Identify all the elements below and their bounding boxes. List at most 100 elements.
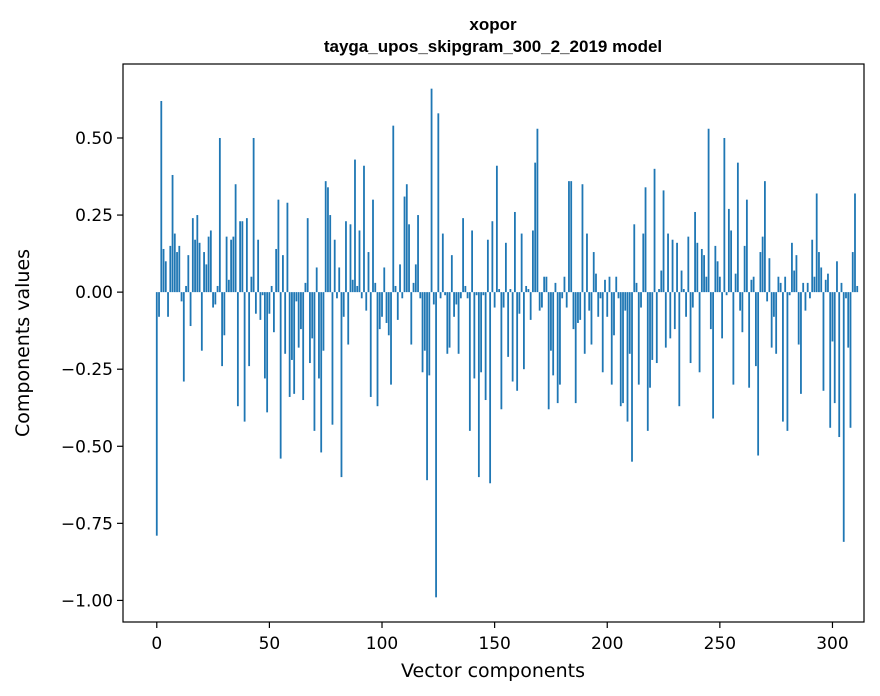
bar	[338, 267, 341, 293]
bar	[383, 267, 386, 293]
y-tick-label: 0.25	[75, 206, 113, 226]
bar	[676, 242, 678, 293]
bar	[293, 292, 296, 394]
bar	[574, 292, 577, 404]
bar	[261, 292, 264, 296]
bar	[178, 245, 181, 293]
bar	[766, 292, 769, 302]
bar	[525, 285, 528, 293]
bar	[802, 282, 805, 293]
bar	[631, 292, 633, 462]
bar	[333, 239, 336, 293]
bar	[297, 292, 300, 348]
bar	[187, 255, 190, 293]
bar	[745, 199, 748, 293]
bar	[498, 289, 501, 293]
bar	[315, 267, 318, 293]
bar	[475, 292, 478, 296]
bar	[599, 292, 602, 299]
bar	[426, 292, 428, 481]
bar	[354, 159, 356, 293]
bar	[601, 292, 604, 373]
bar	[311, 292, 314, 339]
bar	[727, 208, 730, 293]
bar	[723, 137, 726, 293]
bar	[421, 292, 424, 373]
bar	[543, 276, 546, 293]
bar	[590, 292, 593, 345]
bar	[182, 292, 185, 382]
bar	[700, 248, 703, 293]
bar	[784, 276, 787, 293]
bar	[347, 292, 350, 345]
bar	[759, 252, 762, 293]
bar	[822, 292, 825, 391]
bar	[239, 221, 242, 293]
bar	[610, 292, 613, 385]
bar	[696, 242, 699, 293]
bar	[592, 252, 595, 293]
bar	[572, 292, 575, 330]
bar	[216, 285, 219, 293]
bar	[644, 187, 647, 293]
bar	[441, 233, 444, 293]
bar	[324, 181, 327, 293]
bar	[446, 292, 449, 354]
bar	[646, 292, 649, 431]
bar	[811, 239, 814, 293]
bar	[403, 196, 406, 293]
bar	[270, 285, 273, 293]
bar	[430, 88, 433, 293]
bar	[169, 245, 172, 293]
bar-series	[155, 88, 859, 598]
bar	[827, 273, 829, 293]
y-axis: −1.00 −0.75 −0.50 −0.25 0.00 0.25 0.50	[61, 129, 123, 611]
bar	[342, 292, 345, 317]
y-tick-label: −1.00	[61, 591, 113, 611]
bar	[448, 292, 451, 348]
bar	[173, 233, 176, 293]
bar	[764, 181, 766, 293]
bar	[306, 218, 309, 293]
bar	[518, 292, 521, 314]
bar	[453, 292, 455, 317]
bar	[367, 252, 370, 293]
bar	[550, 292, 552, 351]
bar	[462, 218, 464, 293]
bar	[635, 282, 638, 293]
bar	[523, 292, 525, 370]
bar	[854, 193, 856, 293]
bar	[473, 292, 476, 379]
bar	[304, 282, 307, 293]
bar	[457, 292, 460, 354]
bar	[227, 279, 230, 293]
bar	[703, 255, 705, 293]
x-tick-label: 300	[816, 634, 848, 654]
bar	[845, 292, 847, 299]
bar	[730, 230, 733, 293]
x-tick-label: 200	[591, 634, 623, 654]
bar	[773, 292, 775, 317]
bar	[282, 255, 284, 293]
x-tick-label: 250	[704, 634, 736, 654]
bar	[480, 292, 483, 373]
bar	[520, 233, 523, 293]
bar	[504, 242, 507, 293]
bar	[500, 292, 503, 410]
bar	[597, 292, 600, 317]
bar	[563, 276, 566, 293]
bar	[266, 292, 269, 413]
bar	[286, 202, 289, 293]
bar	[836, 261, 838, 293]
bar	[167, 292, 169, 317]
bar	[198, 242, 201, 293]
bar	[754, 292, 757, 367]
bar	[779, 282, 782, 293]
bar	[318, 292, 320, 379]
bar	[829, 292, 832, 428]
bar	[381, 292, 383, 317]
bar	[464, 285, 467, 293]
bar	[818, 252, 820, 293]
bar	[725, 292, 728, 296]
bar	[212, 292, 214, 308]
